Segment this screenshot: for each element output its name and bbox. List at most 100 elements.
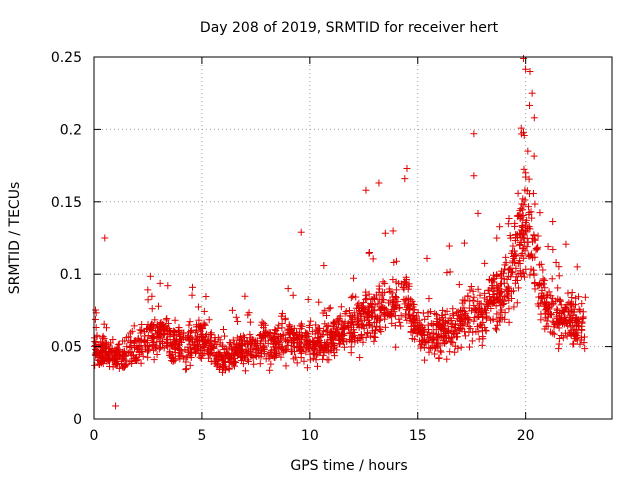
scatter-point (392, 294, 400, 302)
scatter-point (225, 365, 233, 373)
scatter-point (187, 353, 195, 361)
scatter-point (166, 333, 174, 341)
scatter-point (347, 349, 355, 357)
scatter-point (285, 321, 293, 329)
scatter-point (155, 345, 163, 353)
scatter-point (425, 334, 433, 342)
scatter-point (470, 293, 478, 301)
scatter-point (346, 312, 354, 320)
scatter-point (304, 295, 312, 303)
scatter-point (568, 289, 576, 297)
scatter-point (557, 301, 565, 309)
scatter-point (457, 343, 465, 351)
scatter-point (115, 353, 123, 361)
scatter-point (505, 318, 513, 326)
scatter-point (296, 343, 304, 351)
scatter-point (271, 353, 279, 361)
scatter-point (550, 330, 558, 338)
scatter-point (487, 297, 495, 305)
scatter-point (148, 332, 156, 340)
scatter-point (239, 360, 247, 368)
scatter-point (109, 336, 117, 344)
scatter-point (171, 316, 179, 324)
scatter-point (552, 297, 560, 305)
scatter-point (225, 359, 233, 367)
scatter-point (458, 313, 466, 321)
scatter-point (184, 332, 192, 340)
scatter-point (381, 229, 389, 237)
scatter-point (283, 338, 291, 346)
scatter-point (368, 323, 376, 331)
scatter-point (572, 294, 580, 302)
scatter-point (341, 318, 349, 326)
scatter-point (541, 298, 549, 306)
scatter-point (509, 287, 517, 295)
scatter-point (408, 317, 416, 325)
scatter-point (115, 364, 123, 372)
scatter-point (456, 317, 464, 325)
scatter-point (126, 358, 134, 366)
scatter-point (479, 310, 487, 318)
scatter-point (314, 350, 322, 358)
scatter-point (387, 309, 395, 317)
scatter-point (520, 131, 528, 139)
scatter-point (226, 339, 234, 347)
scatter-point (456, 306, 464, 314)
scatter-point (274, 337, 282, 345)
scatter-point (354, 318, 362, 326)
scatter-point (465, 304, 473, 312)
scatter-point (156, 279, 164, 287)
scatter-point (364, 316, 372, 324)
scatter-point (555, 263, 563, 271)
scatter-point (502, 253, 510, 261)
scatter-point (433, 341, 441, 349)
scatter-point (482, 315, 490, 323)
scatter-point (335, 317, 343, 325)
scatter-point (495, 295, 503, 303)
scatter-point (413, 323, 421, 331)
scatter-point (115, 340, 123, 348)
scatter-point (148, 292, 156, 300)
scatter-point (441, 311, 449, 319)
scatter-point (317, 333, 325, 341)
scatter-point (530, 114, 538, 122)
scatter-point (197, 333, 205, 341)
scatter-point (430, 335, 438, 343)
scatter-point (455, 281, 463, 289)
scatter-point (261, 328, 269, 336)
scatter-point (330, 318, 338, 326)
scatter-point (549, 317, 557, 325)
scatter-point (162, 316, 170, 324)
scatter-point (271, 348, 279, 356)
scatter-point (511, 222, 519, 230)
y-tick-label: 0 (73, 412, 82, 428)
scatter-point (399, 283, 407, 291)
scatter-point (315, 337, 323, 345)
scatter-point (271, 343, 279, 351)
scatter-point (565, 307, 573, 315)
scatter-point (494, 283, 502, 291)
scatter-point (526, 271, 534, 279)
scatter-point (336, 312, 344, 320)
scatter-point (442, 334, 450, 342)
scatter-point (286, 322, 294, 330)
scatter-point (550, 323, 558, 331)
scatter-point (267, 360, 275, 368)
scatter-point (355, 299, 363, 307)
scatter-point (200, 343, 208, 351)
scatter-point (302, 348, 310, 356)
scatter-point (464, 314, 472, 322)
scatter-point (569, 340, 577, 348)
scatter-point (493, 282, 501, 290)
scatter-point (464, 292, 472, 300)
scatter-point (218, 341, 226, 349)
scatter-point (516, 259, 524, 267)
scatter-point (428, 337, 436, 345)
scatter-point (521, 247, 529, 255)
scatter-point (511, 247, 519, 255)
scatter-point (180, 334, 188, 342)
scatter-point (345, 307, 353, 315)
scatter-point (543, 292, 551, 300)
scatter-point (392, 343, 400, 351)
scatter-point (128, 348, 136, 356)
